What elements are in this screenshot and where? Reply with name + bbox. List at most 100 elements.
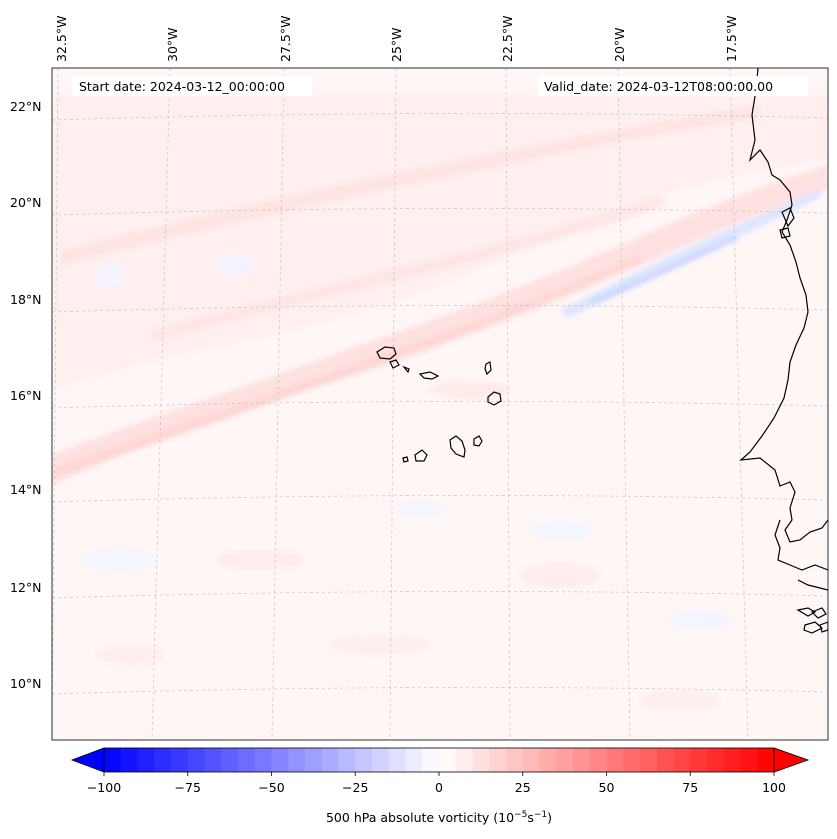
coastlines (376, 68, 828, 634)
colorbar-segment (187, 748, 206, 772)
colorbar-segment (589, 748, 608, 772)
colorbar-segment (472, 748, 490, 772)
bijagos-islands (796, 607, 828, 634)
weak-positive-patch (430, 381, 510, 399)
upper-positive-streak (60, 105, 760, 265)
colorbar-segment (656, 748, 675, 772)
colorbar-segment (723, 748, 742, 772)
arguin-bay-islands (779, 207, 795, 239)
lon-label: 27.5°W (278, 16, 293, 62)
colorbar-segment (740, 748, 758, 772)
colorbar-segment (154, 748, 172, 772)
colorbar-segment (321, 748, 340, 772)
start-date-box (72, 76, 312, 96)
colorbar-tick-label: 100 (762, 780, 786, 795)
negative-vorticity-core (590, 235, 738, 306)
valid-date-label: Valid_date: 2024-03-12T08:00:00.00 (544, 79, 773, 94)
senegambia-coast (774, 519, 828, 571)
colorbar-segment (606, 748, 624, 772)
weak-negative-patch (530, 520, 590, 540)
lat-label: 18°N (10, 292, 42, 307)
lat-label: 10°N (10, 676, 42, 691)
colorbar-label: 500 hPa absolute vorticity (10−5s−1) (326, 810, 552, 825)
colorbar-tick-label: −25 (342, 780, 368, 795)
colorbar-segment (673, 748, 691, 772)
weak-positive-patch (95, 645, 165, 665)
weak-positive-patch (330, 635, 430, 655)
colorbar: −100 −75 −50 −25 0 25 50 75 100 500 hPa absolute… (70, 747, 810, 825)
africa-coastline (739, 68, 828, 543)
lon-label: 20°W (612, 27, 627, 62)
sal (484, 361, 492, 376)
weak-negative-patch (395, 502, 445, 518)
colorbar-tick-label: −75 (175, 780, 201, 795)
colorbar-segment (573, 748, 591, 772)
colorbar-segment (372, 748, 390, 772)
mid-positive-streak (150, 195, 665, 342)
colorbar-segment (455, 748, 474, 772)
lat-label: 14°N (10, 482, 42, 497)
colorbar-segment (388, 748, 407, 772)
weak-negative-patch (96, 263, 124, 287)
lon-label: 30°W (165, 27, 180, 62)
weak-positive-patch (640, 690, 720, 710)
santo-antao (376, 346, 397, 360)
colorbar-segment (640, 748, 658, 772)
lat-label: 20°N (10, 195, 42, 210)
colorbar-segment (271, 748, 289, 772)
colorbar-tick-label: −100 (87, 780, 121, 795)
colorbar-segment (707, 748, 725, 772)
colorbar-ticks: −100 −75 −50 −25 0 25 50 75 100 (87, 772, 786, 795)
colorbar-segment (439, 748, 457, 772)
santa-luzia (402, 365, 410, 374)
weak-positive-patch (520, 563, 600, 587)
colorbar-segment (522, 748, 541, 772)
colorbar-segment (757, 748, 775, 772)
weak-positive-patch (215, 550, 305, 570)
latitude-labels: 22°N 20°N 18°N 16°N 14°N 12°N 10°N (10, 99, 42, 691)
colorbar-segment (104, 748, 122, 772)
colorbar-segment (288, 748, 306, 772)
colorbar-segment (238, 748, 256, 772)
lat-label: 22°N (10, 99, 42, 114)
colorbar-segments (104, 748, 775, 772)
colorbar-segment (305, 748, 323, 772)
weak-negative-patch (80, 548, 160, 572)
valid-date-box (538, 76, 808, 96)
colorbar-segment (171, 748, 189, 772)
boa-vista (487, 391, 502, 406)
start-date-label: Start date: 2024-03-12_00:00:00 (79, 79, 285, 94)
colorbar-segment (221, 748, 239, 772)
colorbar-segment (254, 748, 273, 772)
guinea-bissau-coast (797, 579, 828, 591)
lon-label: 25°W (389, 27, 404, 62)
brava (402, 456, 409, 463)
fogo (414, 449, 428, 462)
colorbar-segment (539, 748, 557, 772)
longitude-labels: 32.5°W 30°W 27.5°W 25°W 22.5°W 20°W 17.5… (54, 16, 739, 62)
colorbar-segment (506, 748, 524, 772)
colorbar-segment (690, 748, 708, 772)
colorbar-segment (422, 748, 440, 772)
colorbar-segment (623, 748, 641, 772)
colorbar-tick-label: −50 (258, 780, 284, 795)
maio (473, 435, 483, 447)
colorbar-segment (120, 748, 139, 772)
colorbar-high-extend (773, 747, 810, 773)
colorbar-tick-label: 75 (682, 780, 698, 795)
sao-vicente (389, 359, 400, 369)
colorbar-low-extend (70, 747, 105, 773)
map-frame (51, 67, 829, 741)
lon-label: 22.5°W (500, 16, 515, 62)
weak-negative-patch (670, 610, 730, 630)
sao-nicolau (418, 371, 440, 380)
lat-label: 12°N (10, 580, 42, 595)
lon-label: 32.5°W (54, 16, 69, 62)
colorbar-segment (137, 748, 155, 772)
weak-negative-patch (215, 255, 255, 275)
santiago (449, 435, 466, 458)
colorbar-tick-label: 25 (515, 780, 531, 795)
graticule (52, 68, 828, 740)
positive-vorticity-core (52, 255, 640, 478)
